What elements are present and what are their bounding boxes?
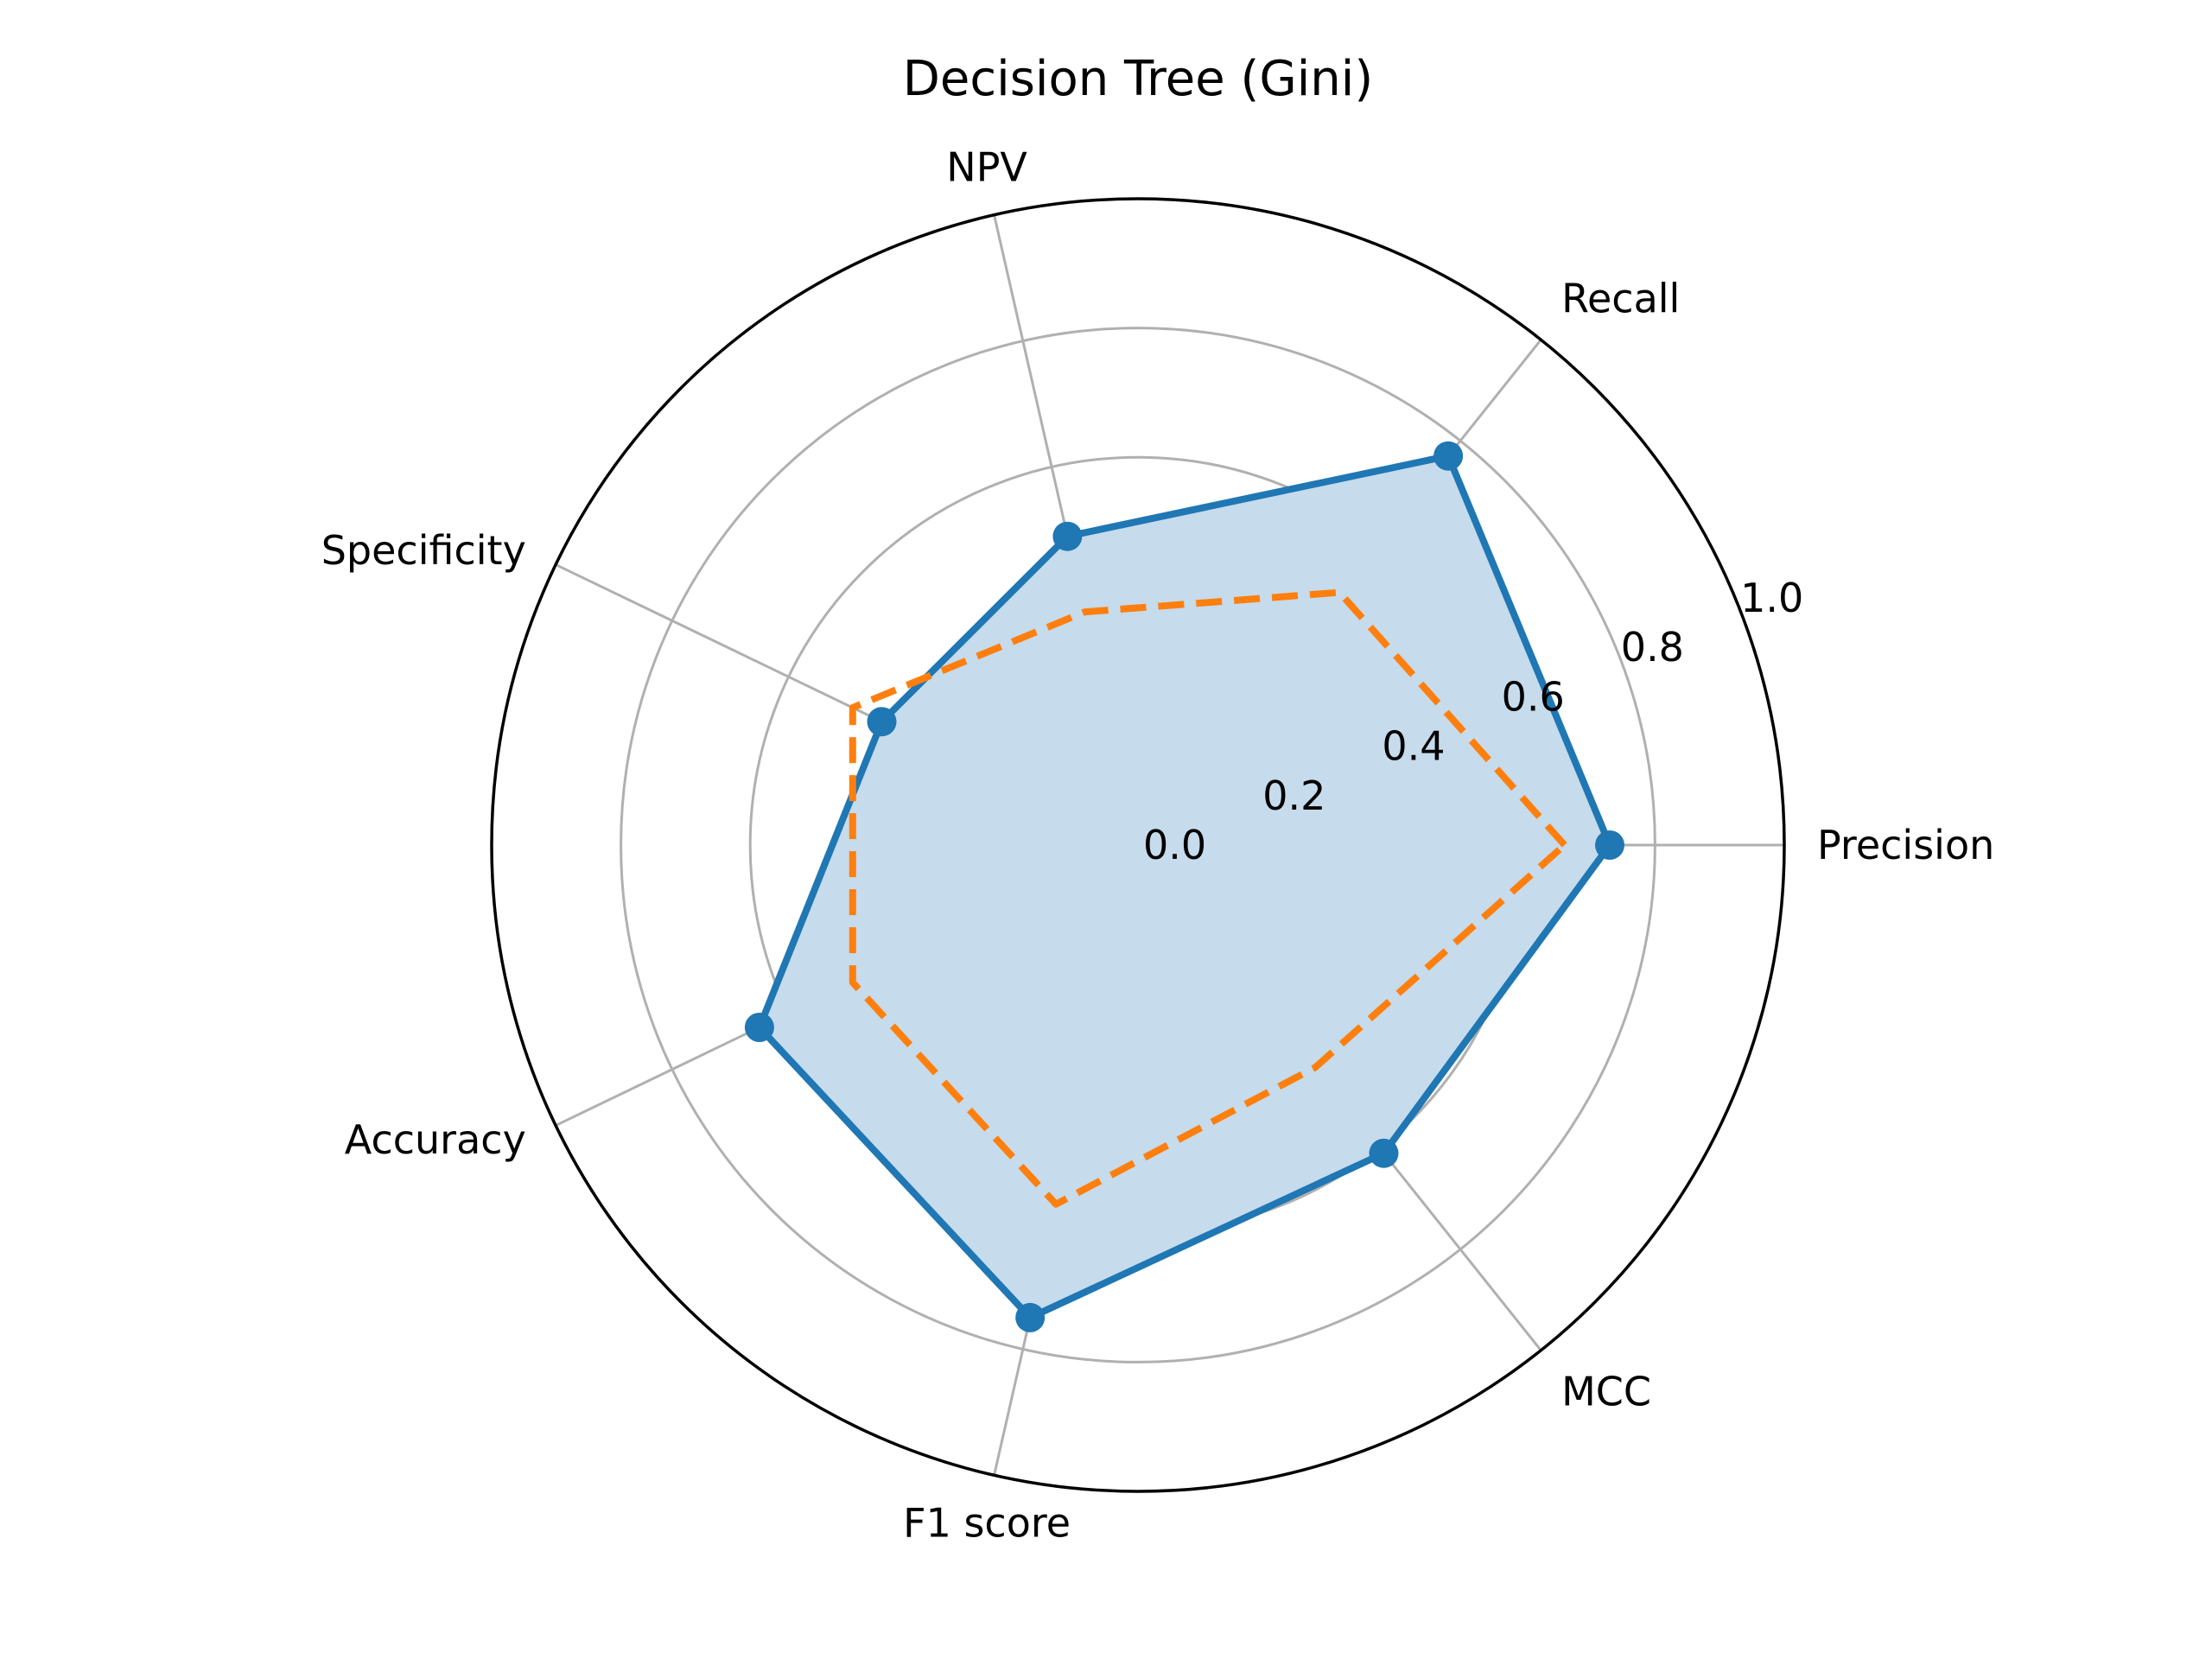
category-label-recall: Recall — [1561, 276, 1680, 322]
r-tick-label: 1.0 — [1740, 575, 1803, 621]
series-1-point-accuracy — [744, 1013, 774, 1042]
category-label-npv: NPV — [946, 144, 1027, 191]
series-2-line — [849, 588, 1568, 1208]
category-label-specificity: Specificity — [321, 527, 526, 574]
r-tick-label: 0.2 — [1262, 772, 1325, 819]
grid-circle-4 — [620, 327, 1656, 1363]
label-layer: 0.0 0.2 0.4 0.6 0.8 1.0 Precision Recall NPV Spec… — [321, 144, 1995, 1547]
series-1-line — [755, 452, 1613, 1321]
series-1-point-mcc — [1369, 1138, 1399, 1168]
r-tick-label: 0.8 — [1621, 624, 1684, 671]
series-1-point-recall — [1433, 441, 1464, 471]
series-1-point-precision — [1595, 830, 1624, 860]
series-1-fill — [759, 455, 1610, 1318]
series-layer — [744, 441, 1624, 1332]
series-1-point-npv — [1052, 521, 1083, 551]
fill-layer — [759, 455, 1610, 1318]
r-tick-label: 0.6 — [1502, 673, 1565, 720]
outer-frame — [490, 197, 1786, 1493]
r-tick-label: 0.0 — [1143, 822, 1206, 868]
category-label-precision: Precision — [1817, 822, 1994, 868]
category-label-accuracy: Accuracy — [345, 1116, 526, 1163]
category-label-f1-score: F1 score — [903, 1499, 1071, 1546]
series-1-point-specificity — [867, 707, 897, 737]
series-1-point-f1-score — [1015, 1302, 1046, 1332]
category-label-mcc: MCC — [1561, 1369, 1651, 1415]
r-tick-label: 0.4 — [1382, 723, 1445, 770]
chart-title: Decision Tree (Gini) — [903, 51, 1373, 107]
